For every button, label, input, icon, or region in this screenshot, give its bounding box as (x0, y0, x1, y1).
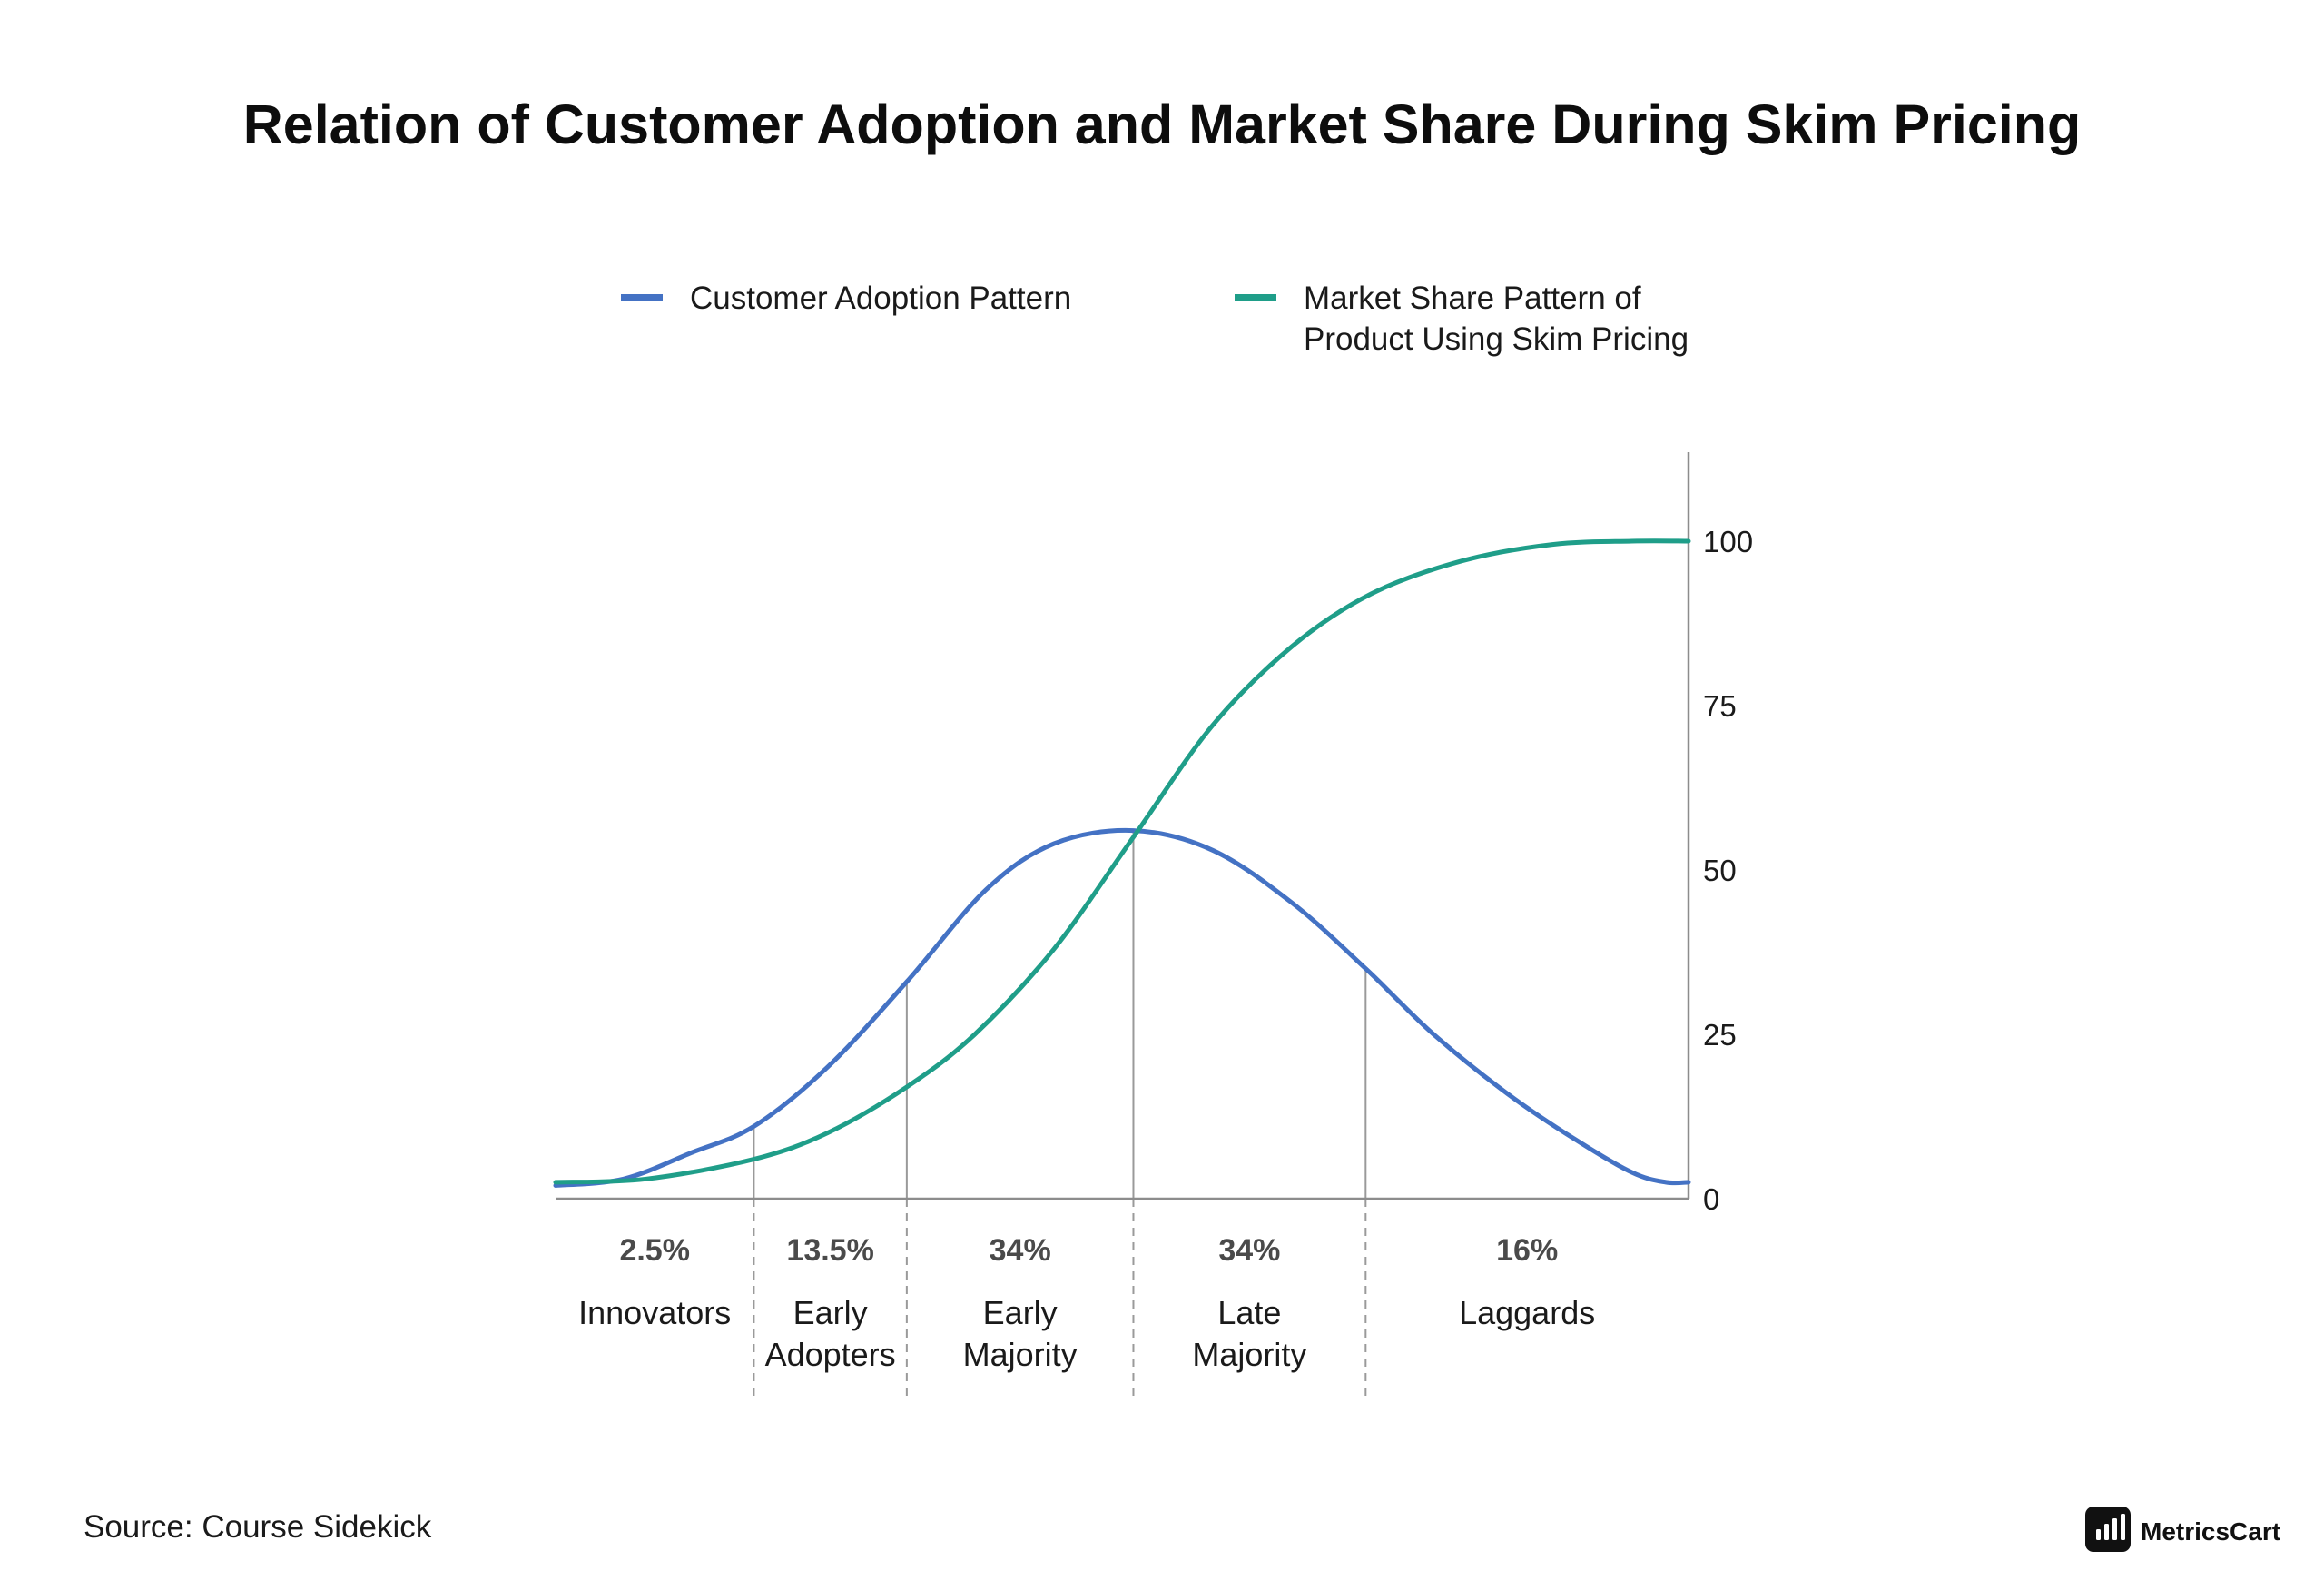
segment-labels: 2.5% Innovators 13.5% Early Adopters 34% Early… (578, 1233, 1595, 1373)
y-tick-label: 100 (1703, 525, 1753, 558)
segment-dividers (753, 830, 1367, 1398)
segment-percent: 2.5% (619, 1233, 690, 1268)
segment-label: Adopters (765, 1336, 896, 1373)
legend: Customer Adoption Pattern Market Share Pa… (621, 281, 1689, 357)
segment-percent: 34% (990, 1233, 1051, 1268)
segment-percent: 16% (1496, 1233, 1558, 1268)
legend-label: Product Using Skim Pricing (1304, 321, 1689, 357)
y-tick-label: 50 (1703, 854, 1737, 887)
segment-label: Majority (1192, 1336, 1306, 1373)
axes (556, 452, 1690, 1200)
source-note: Source: Course Sidekick (84, 1509, 432, 1545)
legend-label: Market Share Pattern of (1304, 281, 1641, 316)
series-lines (553, 538, 1691, 1188)
segment-label: Innovators (578, 1294, 731, 1331)
y-tick-label: 25 (1703, 1018, 1737, 1052)
segment-percent: 34% (1218, 1233, 1280, 1268)
series-line-1 (553, 827, 1691, 1188)
y-tick-label: 75 (1703, 689, 1737, 723)
segment-label: Early (983, 1294, 1058, 1331)
segment-percent: 13.5% (786, 1233, 873, 1268)
legend-label: Customer Adoption Pattern (690, 281, 1071, 316)
chart-title: Relation of Customer Adoption and Market… (243, 94, 2082, 155)
series-line-2 (553, 538, 1691, 1185)
bar-chart-logo-icon (2096, 1514, 2125, 1540)
segment-label: Late (1217, 1294, 1281, 1331)
y-tick-label: 0 (1703, 1182, 1719, 1216)
brand-logo: MetricsCart (2085, 1507, 2280, 1552)
y-tick-labels: 0 25 50 75 100 (1703, 525, 1753, 1216)
segment-label: Majority (963, 1336, 1078, 1373)
segment-label: Early (793, 1294, 868, 1331)
segment-label: Laggards (1459, 1294, 1595, 1331)
brand-name: MetricsCart (2141, 1517, 2280, 1546)
